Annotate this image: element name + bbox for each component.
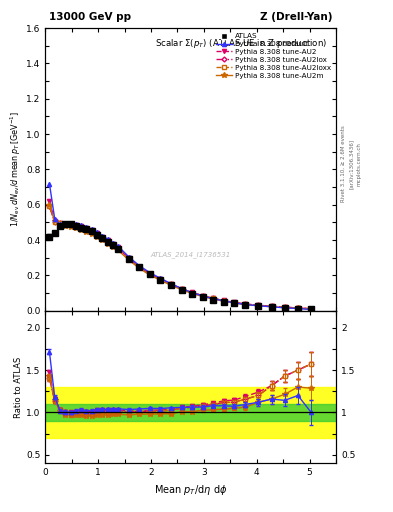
Text: [arXiv:1306.3436]: [arXiv:1306.3436] (349, 139, 354, 189)
Text: ATLAS_2014_I1736531: ATLAS_2014_I1736531 (151, 251, 231, 258)
X-axis label: Mean $p_T$/d$\eta$ d$\phi$: Mean $p_T$/d$\eta$ d$\phi$ (154, 483, 227, 497)
Y-axis label: Ratio to ATLAS: Ratio to ATLAS (14, 356, 23, 418)
Text: Z (Drell-Yan): Z (Drell-Yan) (260, 11, 332, 22)
Text: 13000 GeV pp: 13000 GeV pp (49, 11, 131, 22)
Text: Scalar $\Sigma(p_T)$ (ATLAS UE in Z production): Scalar $\Sigma(p_T)$ (ATLAS UE in Z prod… (155, 37, 327, 50)
Text: mcplots.cern.ch: mcplots.cern.ch (356, 142, 361, 186)
Y-axis label: $1/N_\mathrm{ev}\,dN_\mathrm{ev}/d\,\mathrm{mean}\,p_T\,[\mathrm{GeV}^{-1}]$: $1/N_\mathrm{ev}\,dN_\mathrm{ev}/d\,\mat… (9, 112, 23, 227)
Text: Rivet 3.1.10, ≥ 2.6M events: Rivet 3.1.10, ≥ 2.6M events (341, 125, 346, 202)
Legend: ATLAS, Pythia 8.308 default, Pythia 8.308 tune-AU2, Pythia 8.308 tune-AU2lox, Py: ATLAS, Pythia 8.308 default, Pythia 8.30… (215, 32, 332, 80)
